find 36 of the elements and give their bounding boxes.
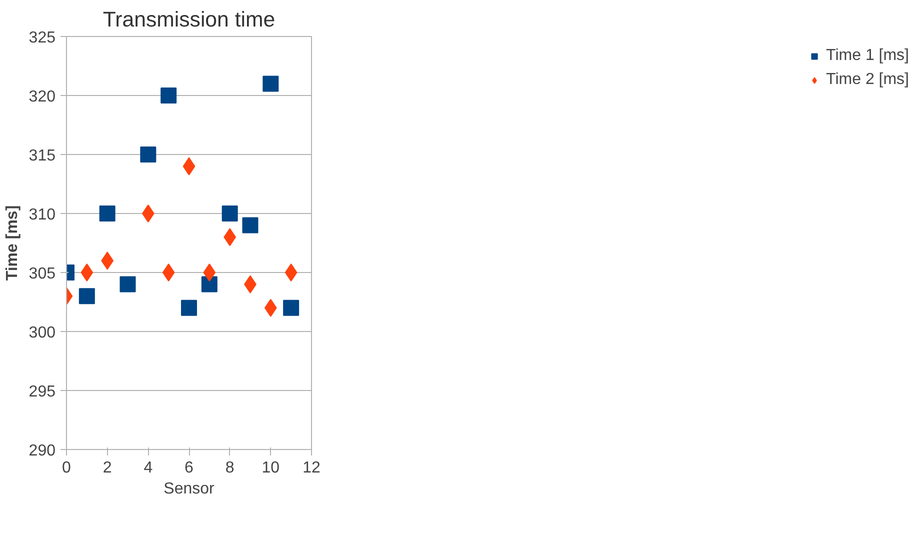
- x-tick-label: 4: [144, 460, 153, 476]
- point: [162, 264, 175, 282]
- legend-label: Time 2 [ms]: [826, 71, 909, 89]
- y-tick-label: 290: [28, 442, 56, 460]
- y-tick-label: 300: [28, 324, 56, 342]
- point: [99, 206, 116, 222]
- x-tick-label: 2: [102, 460, 112, 476]
- y-tick-label: 325: [28, 30, 56, 46]
- point: [182, 157, 196, 176]
- x-axis-title: Sensor: [164, 480, 216, 498]
- y-axis-title: Time [ms]: [4, 205, 21, 281]
- point: [203, 264, 216, 282]
- x-tick-label: 8: [225, 460, 234, 476]
- x-tick-label: 0: [62, 460, 72, 476]
- point: [222, 206, 238, 222]
- y-tick-label: 310: [28, 206, 56, 224]
- point: [283, 300, 300, 316]
- point: [262, 76, 279, 92]
- point: [78, 288, 95, 304]
- y-tick-label: 295: [28, 384, 56, 400]
- point: [120, 276, 136, 292]
- point: [242, 217, 258, 234]
- point: [181, 300, 197, 316]
- point: [201, 276, 218, 292]
- x-tick-label: 6: [184, 460, 194, 476]
- x-tick-label: 12: [302, 460, 320, 476]
- point: [80, 264, 94, 282]
- point: [140, 146, 156, 162]
- chart-title: Transmission time: [102, 8, 276, 32]
- y-tick-label: 320: [28, 88, 56, 106]
- x-tick-label: 10: [262, 460, 280, 476]
- legend-label: Time 1 [ms]: [826, 47, 909, 65]
- point: [160, 88, 177, 104]
- y-tick-label: 315: [28, 148, 56, 164]
- y-tick-label: 305: [28, 266, 56, 282]
- point: [284, 264, 298, 282]
